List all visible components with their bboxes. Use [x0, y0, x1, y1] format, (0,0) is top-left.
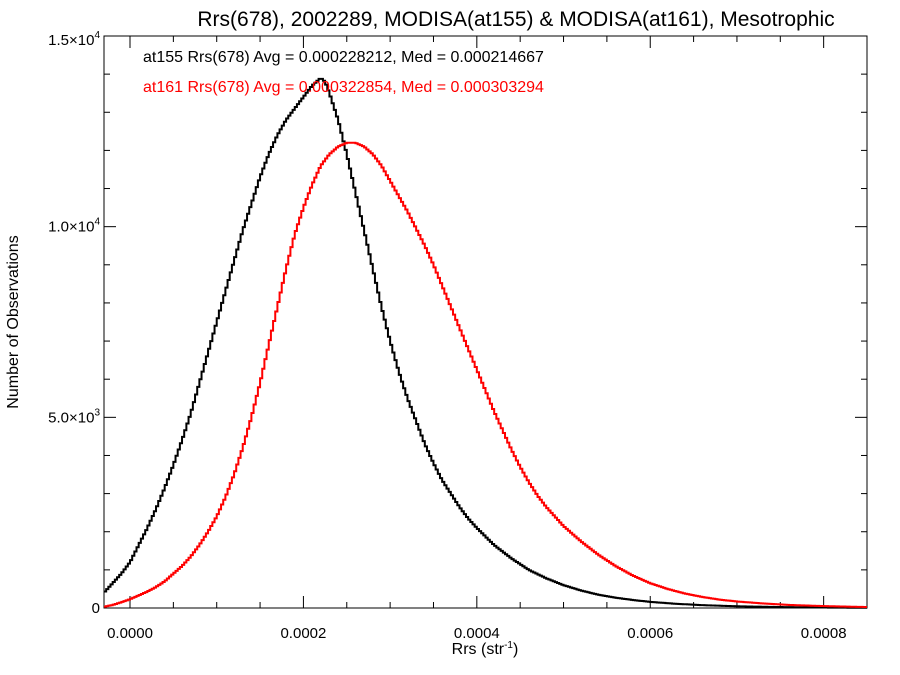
x-tick-label: 0.0002 [280, 625, 326, 642]
x-axis-ticks: 0.0000 0.0002 0.0004 0.0006 0.0008 [107, 36, 847, 642]
y-tick-label: 1.5×104 [48, 30, 100, 49]
x-axis-label: Rrs (str-1) [452, 640, 519, 658]
x-tick-label: 0.0008 [801, 625, 847, 642]
x-tick-label: 0.0006 [627, 625, 673, 642]
chart-title: Rrs(678), 2002289, MODISA(at155) & MODIS… [197, 8, 834, 31]
y-tick-label: 1.0×104 [48, 217, 100, 236]
legend-entry-at155: at155 Rrs(678) Avg = 0.000228212, Med = … [143, 49, 544, 66]
plot-frame [103, 35, 868, 609]
series-layer [104, 77, 867, 609]
x-tick-label: 0.0000 [107, 625, 153, 642]
x-tick-label: 0.0004 [454, 625, 500, 642]
series-line-at155 [104, 77, 867, 609]
series-line-at161 [104, 141, 867, 609]
y-tick-label: 0 [92, 600, 100, 617]
y-axis-label: Number of Observations [5, 235, 22, 408]
y-axis-ticks: 0 5.0×103 1.0×104 1.5×104 [48, 30, 867, 617]
y-tick-label: 5.0×103 [48, 407, 100, 426]
legend-entry-at161: at161 Rrs(678) Avg = 0.000322854, Med = … [143, 79, 544, 96]
